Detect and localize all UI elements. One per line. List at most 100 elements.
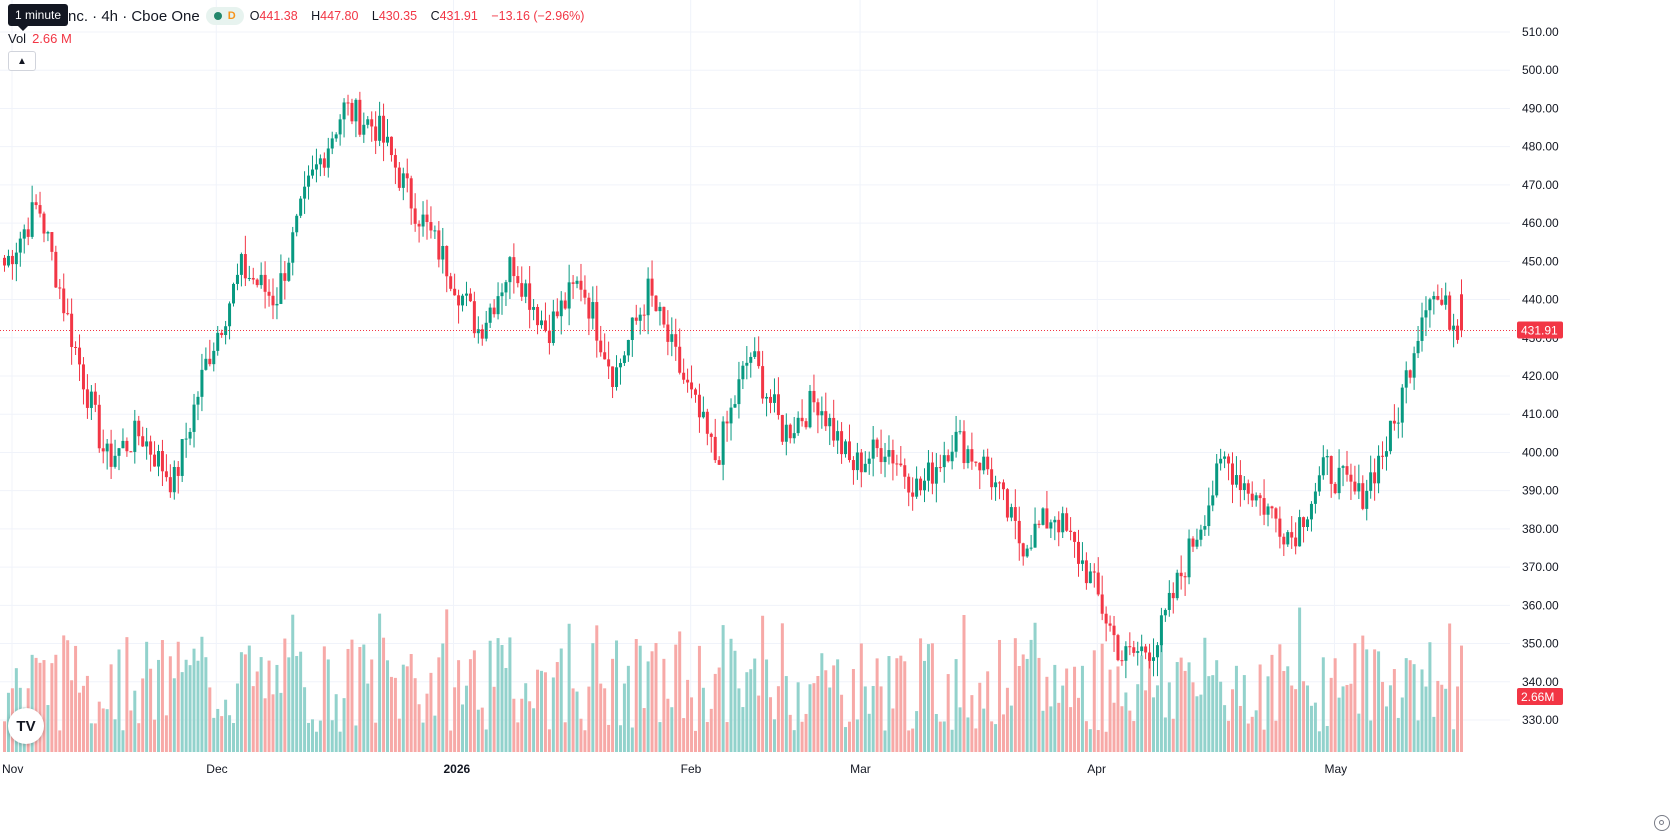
volume-bar (480, 707, 484, 752)
candle-body (1084, 560, 1088, 584)
price-tick-label: 500.00 (1522, 63, 1559, 77)
candle-body (1258, 495, 1262, 499)
volume-bar (1199, 694, 1203, 752)
candle-body (1112, 625, 1116, 636)
volume-bar (307, 722, 311, 752)
price-axis[interactable]: 510.00 500.00 490.00 480.00 470.00 460.00 450.… (1522, 25, 1559, 727)
candle-body (1345, 466, 1349, 475)
candle-body (101, 448, 105, 452)
candle-body (74, 347, 78, 349)
volume-bar (670, 707, 674, 752)
candle-body (911, 492, 915, 497)
volume-bar (378, 613, 382, 752)
volume-bar (291, 614, 295, 752)
volume-bar (650, 651, 654, 752)
volume-bar (137, 723, 141, 752)
volume-bar (828, 687, 832, 752)
candle-body (1045, 508, 1049, 529)
volume-bar (149, 668, 153, 752)
market-status[interactable]: D (205, 7, 244, 25)
volume-bar (405, 666, 409, 752)
volume-bar (429, 672, 433, 752)
volume-bar (1045, 676, 1049, 752)
last-price-badge-bg (1517, 321, 1563, 339)
volume-bar (512, 698, 516, 752)
volume-bar (761, 615, 765, 752)
candle-body (508, 257, 512, 283)
candle-body (1392, 420, 1396, 424)
volume-bar (350, 639, 354, 752)
candle-body (480, 329, 484, 339)
price-tick-label: 360.00 (1522, 598, 1559, 612)
volume-bar (1195, 696, 1199, 752)
candle-body (891, 450, 895, 464)
volume-bar (796, 682, 800, 752)
volume-bar (678, 631, 682, 752)
gear-icon[interactable] (1654, 815, 1670, 831)
price-tick-label: 450.00 (1522, 254, 1559, 268)
candle-body (721, 421, 725, 465)
volume-bar (579, 718, 583, 752)
candle-body (358, 99, 362, 135)
volume-bar (690, 697, 694, 752)
candle-body (22, 229, 26, 239)
candle-body (70, 313, 74, 348)
tradingview-logo[interactable]: TV (8, 708, 44, 744)
candle-body (1377, 455, 1381, 484)
candle-body (417, 223, 421, 227)
symbol-legend: nc. · 4h · Cboe One D O441.38 H447.80 L4… (8, 6, 589, 26)
volume-bar (1258, 664, 1262, 752)
volume-bar (354, 725, 358, 752)
candle-body (539, 320, 543, 326)
time-axis[interactable]: Nov Dec 2026 Feb Mar Apr May (2, 762, 1347, 776)
candle-body (587, 297, 591, 319)
high-value: 447.80 (320, 9, 359, 23)
volume-bar (1436, 680, 1440, 752)
volume-bar (89, 723, 93, 752)
candle-body (737, 379, 741, 405)
price-tick-label: 400.00 (1522, 445, 1559, 459)
volume-bar (1377, 651, 1381, 752)
volume-bar (717, 667, 721, 752)
candle-body (816, 402, 820, 416)
candle-body (1033, 523, 1037, 548)
candle-body (50, 232, 54, 252)
candle-body (188, 431, 192, 439)
volume-bar (464, 685, 468, 752)
volume-bar (413, 678, 417, 752)
candle-body (772, 394, 776, 403)
candle-body (591, 302, 595, 319)
candle-body (1191, 538, 1195, 547)
candle-body (247, 277, 251, 279)
volume-bar (563, 722, 567, 752)
candle-body (690, 382, 694, 390)
candle-body (1073, 531, 1077, 542)
chevron-up-icon: ▲ (17, 55, 27, 67)
symbol-title[interactable]: nc. · 4h · Cboe One (68, 7, 200, 25)
candle-body (579, 280, 583, 290)
candle-body (1424, 310, 1428, 318)
volume-bar (1317, 731, 1321, 752)
volume-bar (1392, 669, 1396, 752)
volume-bar (1400, 697, 1404, 752)
volume-bar (1033, 622, 1037, 752)
candle-body (89, 391, 93, 408)
candle-body (796, 417, 800, 434)
candle-body (1333, 483, 1337, 494)
volume-bar (85, 675, 89, 752)
candle-body (1013, 507, 1017, 521)
candle-body (279, 273, 283, 304)
volume-bar (575, 691, 579, 752)
volume-bar (1373, 649, 1377, 752)
collapse-legend-button[interactable]: ▲ (8, 51, 36, 71)
volume-bar (1152, 697, 1156, 752)
volume-bar (1215, 660, 1219, 752)
candle-body (496, 296, 500, 315)
candle-body (1001, 482, 1005, 490)
candle-body (725, 421, 729, 424)
candle-body (382, 115, 386, 143)
candle-body (212, 350, 216, 365)
candle-body (1416, 340, 1420, 354)
volume-bar (630, 727, 634, 752)
